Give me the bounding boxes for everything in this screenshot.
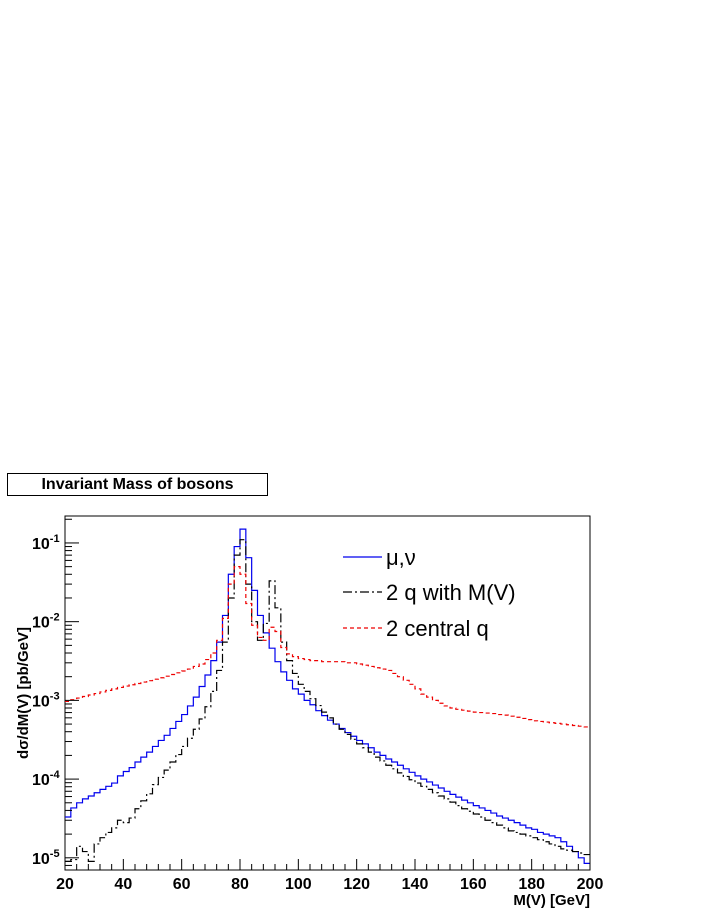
y-tick-label: 10-3 xyxy=(32,690,60,710)
x-tick-label: 120 xyxy=(343,876,370,893)
axis-layer: 20 40 60 80 100 120 140 160 180 200 10-1 10-2 10-3 10… xyxy=(32,518,604,893)
x-tick-label: 20 xyxy=(56,876,74,893)
legend-label: 2 q with M(V) xyxy=(386,580,516,605)
x-tick-label: 100 xyxy=(285,876,312,893)
y-tick-label: 10-4 xyxy=(32,769,60,789)
y-tick-label: 10-5 xyxy=(32,848,60,868)
y-tick-label: 10-1 xyxy=(32,533,60,553)
x-tick-label: 80 xyxy=(231,876,249,893)
x-tick-label: 200 xyxy=(577,876,604,893)
series-line-3 xyxy=(65,566,590,728)
y-axis-label: dσ/dM(V) [pb/GeV] xyxy=(15,627,32,759)
legend: μ,ν 2 q with M(V) 2 central q xyxy=(343,545,516,641)
x-tick-label: 60 xyxy=(173,876,191,893)
x-tick-label: 40 xyxy=(114,876,132,893)
legend-label: 2 central q xyxy=(386,616,489,641)
x-tick-label: 180 xyxy=(518,876,545,893)
series-line-2 xyxy=(65,539,590,863)
chart-title: Invariant Mass of bosons xyxy=(7,473,268,496)
series-line-1 xyxy=(65,528,590,864)
series-layer xyxy=(65,528,590,864)
plot-frame xyxy=(64,515,591,871)
x-tick-label: 160 xyxy=(460,876,487,893)
x-tick-label: 140 xyxy=(402,876,429,893)
y-tick-label: 10-2 xyxy=(32,612,60,632)
legend-label: μ,ν xyxy=(386,545,416,570)
x-axis-label: M(V) [GeV] xyxy=(513,892,590,909)
